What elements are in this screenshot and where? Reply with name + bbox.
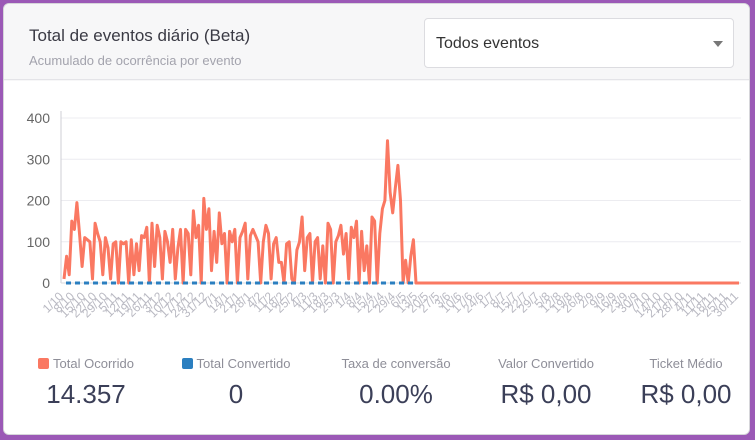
y-tick-label: 200 <box>27 193 51 209</box>
stat-label: Taxa de conversão <box>341 356 451 371</box>
event-filter-dropdown[interactable]: Todos eventos <box>424 18 734 68</box>
stat-total-convertido: Total Convertido 0 <box>161 356 311 410</box>
y-tick-label: 100 <box>27 234 51 250</box>
stat-total-ocorrido: Total Ocorrido 14.357 <box>11 356 161 410</box>
stat-label: Total Ocorrido <box>53 356 134 371</box>
chevron-down-icon[interactable] <box>713 41 723 47</box>
chart-subtitle: Acumulado de ocorrência por evento <box>29 53 242 68</box>
stat-label: Valor Convertido <box>498 356 594 371</box>
events-card: Total de eventos diário (Beta) Acumulado… <box>3 3 750 435</box>
chart-panel: 0 100 200 300 400 1/10 8/10 15/10 22/10 29/10 5/11… <box>4 81 749 434</box>
y-tick-label: 0 <box>42 275 50 291</box>
stat-valor-convertido: Valor Convertido R$ 0,00 <box>471 356 621 410</box>
y-tick-label: 300 <box>27 151 51 167</box>
legend-swatch-ocorrido <box>38 358 50 369</box>
stat-value: 0.00% <box>359 379 433 409</box>
legend-swatch-convertido <box>181 358 193 369</box>
stat-value: R$ 0,00 <box>500 379 592 409</box>
stat-label: Total Convertido <box>196 356 291 371</box>
stat-value: 0 <box>228 379 244 409</box>
y-tick-label: 400 <box>27 110 51 126</box>
stat-label: Ticket Médio <box>649 356 723 371</box>
event-filter-value: Todos eventos <box>436 35 540 52</box>
card-header: Total de eventos diário (Beta) Acumulado… <box>4 4 749 80</box>
stat-value: R$ 0,00 <box>640 379 732 409</box>
stat-taxa-conversao: Taxa de conversão 0.00% <box>321 356 471 410</box>
stats-row: Total Ocorrido 14.357 Total Convertido 0… <box>4 356 749 431</box>
series-line-total-ocorrido <box>62 139 739 285</box>
stat-ticket-medio: Ticket Médio R$ 0,00 <box>611 356 749 410</box>
chart-title: Total de eventos diário (Beta) <box>29 26 251 45</box>
line-chart: 01002003004001/108/1015/1022/1029/105/11… <box>27 110 742 320</box>
stat-value: 14.357 <box>46 379 126 409</box>
